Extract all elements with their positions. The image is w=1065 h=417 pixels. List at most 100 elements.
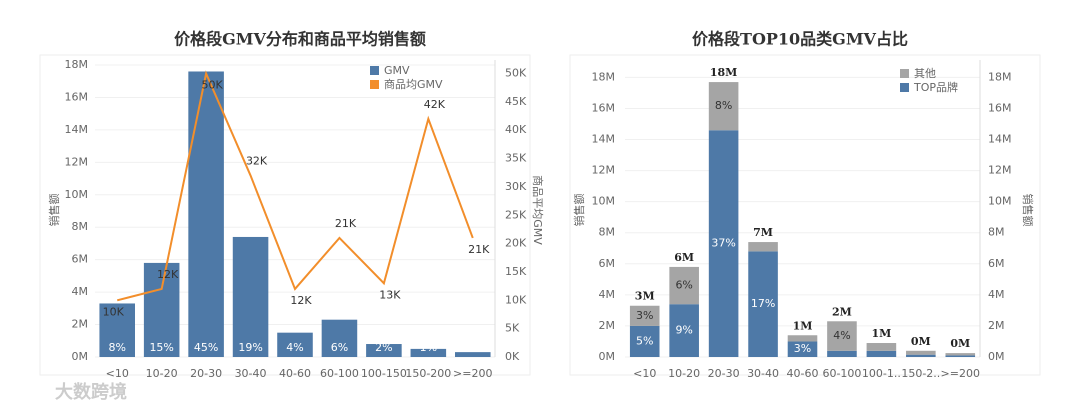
legend-swatch [370,66,379,75]
tick-label: 18M [65,58,89,71]
total-label: 1M [871,327,891,340]
bar [188,71,224,357]
tick-label: 2M [599,319,616,332]
line-label: 13K [379,288,401,301]
tick-label: 4M [988,288,1005,301]
tick-label: 12M [65,155,89,168]
x-tick-label: 10-20 [146,367,178,380]
chart-title: 价格段TOP10品类GMV占比 [692,30,908,49]
x-tick-label: 30-40 [747,367,779,380]
bar-segment [708,82,739,131]
legend-label: GMV [384,64,410,77]
panel [569,54,1041,376]
bar-segment [906,350,936,355]
x-tick-label: 60-100 [822,367,861,380]
tick-label: 4M [72,285,89,298]
x-tick-label: 40-60 [279,367,311,380]
segment-label: 37% [711,237,735,250]
total-label: 2M [832,305,852,318]
x-tick-label: 100-150 [361,367,407,380]
tick-label: 4M [599,288,616,301]
segment-label: 3% [636,309,653,322]
x-tick-label: >=200 [941,367,980,380]
tick-label: 0K [505,350,520,363]
tick-label: 18M [988,70,1012,83]
line-label: 42K [424,98,446,111]
x-tick-label: 100-1.. [862,367,901,380]
bar-segment [787,335,818,342]
line-label: 21K [468,243,490,256]
total-label: 7M [753,226,773,239]
tick-label: 40K [505,123,527,136]
x-tick-label: 40-60 [787,367,819,380]
tick-label: 30K [505,180,527,193]
bar-segment [748,251,778,357]
tick-label: 8M [988,226,1005,239]
tick-label: 16M [592,101,616,114]
total-label: 0M [911,335,931,348]
tick-label: 8M [72,220,89,233]
total-label: 0M [950,337,970,350]
legend-label: 商品均GMV [384,77,443,91]
bar-label: 19% [238,341,262,354]
line-label: 10K [103,305,125,318]
y-axis-label: 销售额 [572,194,586,227]
y-axis-label: 销售额 [47,194,61,227]
segment-label: 3% [794,342,811,355]
bar [366,344,402,357]
x-tick-label: <10 [633,367,656,380]
tick-label: 14M [592,133,616,146]
bar-segment [945,355,976,357]
tick-label: 6M [988,257,1005,270]
bar-segment [669,266,699,305]
tick-label: 8M [599,226,616,239]
x-tick-label: 20-30 [708,367,740,380]
bar-segment [708,130,739,357]
tick-label: 50K [505,67,527,80]
tick-label: 2M [72,318,89,331]
bar [321,319,358,357]
bar-label: 45% [194,341,218,354]
total-label: 6M [674,251,694,264]
tick-label: 2M [988,319,1005,332]
tick-label: 15K [505,265,527,278]
segment-label: 17% [751,297,775,310]
tick-label: 5K [505,322,520,335]
bar-segment [629,305,660,326]
segment-label: 5% [636,334,653,347]
total-label: 18M [710,66,737,79]
bar-segment [945,353,976,356]
tick-label: 0M [599,350,616,363]
bar-segment [906,354,936,357]
bar-segment [748,242,778,252]
tick-label: 14M [65,123,89,136]
x-tick-label: 150-2.. [901,367,940,380]
y2-axis-label: 销售额 [1021,194,1035,227]
line-label: 32K [246,155,268,168]
bar [99,303,135,357]
bar-segment [827,321,857,351]
tick-label: 20K [505,237,527,250]
legend-swatch [900,83,909,92]
legend-swatch [900,69,909,78]
total-label: 1M [793,319,813,332]
bar [143,262,180,357]
x-tick-label: <10 [106,367,129,380]
x-tick-label: >=200 [453,367,492,380]
bar-segment [866,350,897,357]
tick-label: 0M [72,350,89,363]
segment-label: 6% [675,279,692,292]
tick-label: 25K [505,208,527,221]
tick-label: 6M [599,257,616,270]
bar-label: 15% [149,341,173,354]
line [116,70,474,302]
line-label: 12K [290,294,312,307]
bar-label: 4% [286,341,303,354]
tick-label: 6M [72,253,89,266]
tick-label: 12M [592,164,616,177]
bar [410,348,447,357]
x-tick-label: 30-40 [235,367,267,380]
bar-segment [827,350,857,357]
bar [455,352,491,357]
